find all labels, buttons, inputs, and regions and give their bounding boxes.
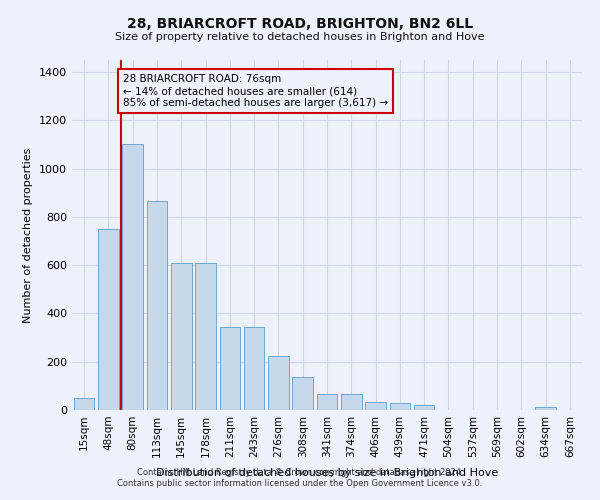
Bar	[317, 394, 337, 410]
Text: Contains HM Land Registry data © Crown copyright and database right 2024.
Contai: Contains HM Land Registry data © Crown c…	[118, 468, 482, 487]
Bar	[244, 326, 265, 410]
Bar	[268, 356, 289, 410]
Y-axis label: Number of detached properties: Number of detached properties	[23, 148, 34, 322]
Bar	[98, 229, 119, 410]
Bar	[365, 402, 386, 410]
Bar	[220, 326, 240, 410]
Bar	[414, 405, 434, 410]
Bar	[122, 144, 143, 410]
Bar	[195, 263, 216, 410]
Bar	[171, 263, 191, 410]
Text: 28, BRIARCROFT ROAD, BRIGHTON, BN2 6LL: 28, BRIARCROFT ROAD, BRIGHTON, BN2 6LL	[127, 18, 473, 32]
X-axis label: Distribution of detached houses by size in Brighton and Hove: Distribution of detached houses by size …	[156, 468, 498, 478]
Bar	[341, 394, 362, 410]
Text: Size of property relative to detached houses in Brighton and Hove: Size of property relative to detached ho…	[115, 32, 485, 42]
Bar	[292, 378, 313, 410]
Bar	[535, 407, 556, 410]
Bar	[146, 201, 167, 410]
Bar	[74, 398, 94, 410]
Bar	[389, 403, 410, 410]
Text: 28 BRIARCROFT ROAD: 76sqm
← 14% of detached houses are smaller (614)
85% of semi: 28 BRIARCROFT ROAD: 76sqm ← 14% of detac…	[123, 74, 388, 108]
